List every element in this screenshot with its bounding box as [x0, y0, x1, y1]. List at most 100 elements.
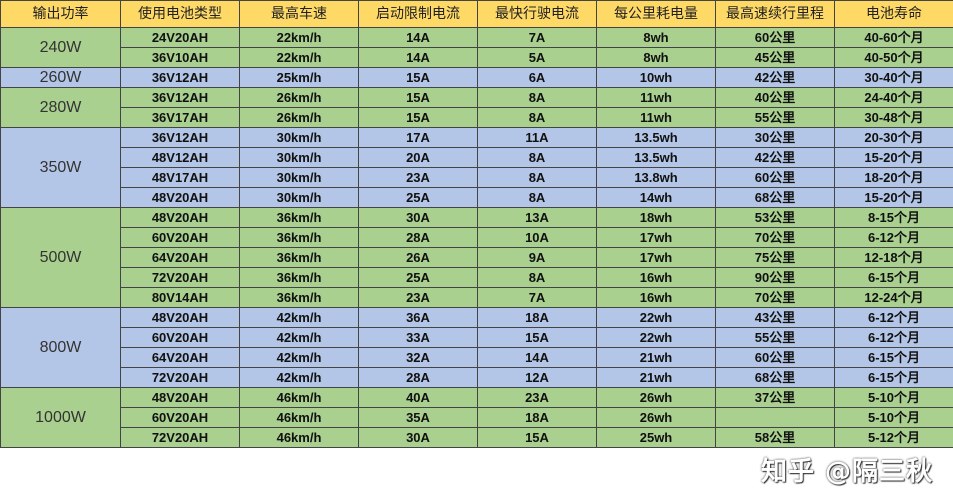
table-row: 36V10AH 22km/h 14A 5A 8wh 45公里 40-50个月	[1, 47, 953, 68]
table-row: 36V17AH 26km/h 15A 8A 11wh 55公里 30-48个月	[1, 107, 953, 128]
cell-energy-per-km: 21wh	[596, 367, 716, 388]
cell-battery-life: 6-12个月	[834, 327, 953, 348]
cell-max-speed: 30km/h	[239, 187, 359, 208]
cell-start-current: 30A	[358, 427, 478, 448]
header-max-drive-current: 最快行驶电流	[477, 0, 597, 28]
cell-max-range: 53公里	[715, 207, 835, 228]
cell-max-drive-current: 23A	[477, 387, 597, 408]
cell-energy-per-km: 22wh	[596, 307, 716, 328]
cell-energy-per-km: 11wh	[596, 87, 716, 108]
cell-battery-life: 6-15个月	[834, 267, 953, 288]
cell-battery-type: 36V12AH	[120, 87, 240, 108]
cell-energy-per-km: 13.5wh	[596, 127, 716, 148]
cell-max-speed: 36km/h	[239, 287, 359, 308]
cell-energy-per-km: 13.5wh	[596, 147, 716, 168]
cell-max-drive-current: 18A	[477, 307, 597, 328]
cell-max-drive-current: 12A	[477, 367, 597, 388]
cell-start-current: 25A	[358, 187, 478, 208]
cell-max-range: 42公里	[715, 67, 835, 88]
table-row: 240W 24V20AH 22km/h 14A 7A 8wh 60公里 40-60个月	[0, 27, 953, 68]
cell-max-drive-current: 8A	[477, 267, 597, 288]
cell-battery-life: 20-30个月	[834, 127, 953, 148]
cell-max-speed: 26km/h	[239, 107, 359, 128]
cell-max-speed: 46km/h	[239, 427, 359, 448]
cell-max-range	[715, 407, 835, 428]
table-row: 48V20AH 30km/h 25A 8A 14wh 68公里 15-20个月	[1, 187, 953, 208]
cell-max-drive-current: 5A	[477, 47, 597, 68]
cell-battery-life: 8-15个月	[834, 207, 953, 228]
cell-max-drive-current: 18A	[477, 407, 597, 428]
cell-battery-life: 6-15个月	[834, 367, 953, 388]
cell-max-drive-current: 7A	[477, 287, 597, 308]
cell-start-current: 28A	[358, 227, 478, 248]
cell-max-drive-current: 7A	[477, 27, 597, 48]
cell-battery-type: 64V20AH	[120, 247, 240, 268]
cell-battery-life: 6-15个月	[834, 347, 953, 368]
cell-start-current: 15A	[358, 87, 478, 108]
cell-max-range: 58公里	[715, 427, 835, 448]
cell-max-speed: 46km/h	[239, 387, 359, 408]
cell-max-range: 43公里	[715, 307, 835, 328]
cell-max-drive-current: 8A	[477, 87, 597, 108]
cell-battery-type: 72V20AH	[120, 427, 240, 448]
table-row: 60V20AH 42km/h 33A 15A 22wh 55公里 6-12个月	[1, 327, 953, 348]
cell-max-drive-current: 6A	[477, 67, 597, 88]
cell-energy-per-km: 13.8wh	[596, 167, 716, 188]
cell-battery-life: 15-20个月	[834, 187, 953, 208]
cell-energy-per-km: 26wh	[596, 407, 716, 428]
cell-start-current: 15A	[358, 107, 478, 128]
cell-max-speed: 30km/h	[239, 127, 359, 148]
cell-max-range: 55公里	[715, 327, 835, 348]
table-row: 48V17AH 30km/h 23A 8A 13.8wh 60公里 18-20个月	[1, 167, 953, 188]
cell-battery-life: 6-12个月	[834, 307, 953, 328]
cell-battery-life: 15-20个月	[834, 147, 953, 168]
cell-battery-life: 40-50个月	[834, 47, 953, 68]
cell-start-current: 20A	[358, 147, 478, 168]
cell-max-speed: 30km/h	[239, 147, 359, 168]
table-row: 80V14AH 36km/h 23A 7A 16wh 70公里 12-24个月	[1, 287, 953, 308]
cell-power: 500W	[0, 207, 121, 308]
cell-power: 800W	[0, 307, 121, 388]
cell-start-current: 17A	[358, 127, 478, 148]
cell-battery-type: 48V20AH	[120, 307, 240, 328]
cell-start-current: 23A	[358, 167, 478, 188]
watermark: 知乎 @隔三秋	[760, 457, 933, 487]
cell-start-current: 28A	[358, 367, 478, 388]
cell-battery-type: 72V20AH	[120, 367, 240, 388]
header-energy-per-km: 每公里耗电量	[596, 0, 716, 28]
cell-power: 280W	[0, 87, 121, 128]
cell-max-range: 42公里	[715, 147, 835, 168]
table-row: 500W 48V20AH 36km/h 30A 13A 18wh 53公里 8-15个月	[0, 207, 953, 308]
table-row: 1000W 48V20AH 46km/h 40A 23A 26wh 37公里 5-10个月	[0, 387, 953, 448]
cell-max-range: 30公里	[715, 127, 835, 148]
table-row: 72V20AH 46km/h 30A 15A 25wh 58公里 5-12个月	[1, 427, 953, 448]
cell-start-current: 15A	[358, 67, 478, 88]
cell-battery-type: 48V20AH	[120, 207, 240, 228]
cell-battery-type: 72V20AH	[120, 267, 240, 288]
header-start-current: 启动限制电流	[358, 0, 478, 28]
cell-energy-per-km: 26wh	[596, 387, 716, 408]
cell-max-speed: 42km/h	[239, 347, 359, 368]
cell-max-drive-current: 14A	[477, 347, 597, 368]
cell-battery-life: 12-24个月	[834, 287, 953, 308]
cell-start-current: 25A	[358, 267, 478, 288]
cell-start-current: 32A	[358, 347, 478, 368]
cell-power: 240W	[0, 27, 121, 68]
cell-max-drive-current: 8A	[477, 187, 597, 208]
cell-energy-per-km: 10wh	[596, 67, 716, 88]
cell-max-range: 55公里	[715, 107, 835, 128]
cell-battery-type: 36V12AH	[120, 127, 240, 148]
cell-start-current: 35A	[358, 407, 478, 428]
cell-energy-per-km: 16wh	[596, 267, 716, 288]
cell-energy-per-km: 11wh	[596, 107, 716, 128]
cell-battery-type: 60V20AH	[120, 327, 240, 348]
cell-battery-type: 36V10AH	[120, 47, 240, 68]
cell-battery-type: 60V20AH	[120, 227, 240, 248]
cell-battery-life: 6-12个月	[834, 227, 953, 248]
cell-max-range: 37公里	[715, 387, 835, 408]
cell-battery-type: 80V14AH	[120, 287, 240, 308]
cell-battery-type: 60V20AH	[120, 407, 240, 428]
table-row: 72V20AH 36km/h 25A 8A 16wh 90公里 6-15个月	[1, 267, 953, 288]
cell-start-current: 40A	[358, 387, 478, 408]
cell-battery-life: 24-40个月	[834, 87, 953, 108]
